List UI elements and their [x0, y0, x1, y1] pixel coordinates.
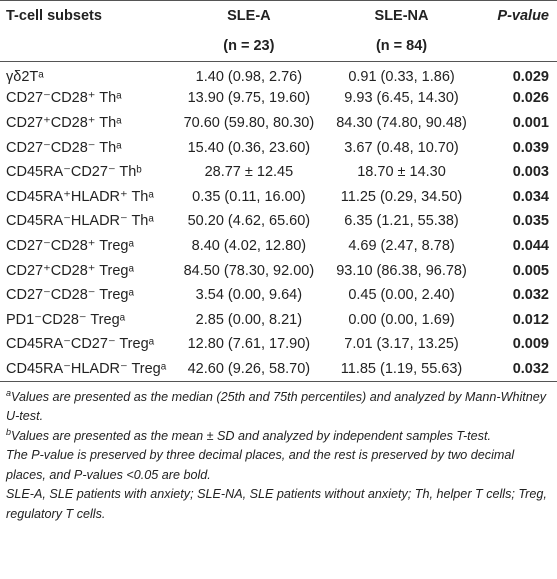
- table-row: CD45RA⁺HLADR⁺ Thᵃ 0.35 (0.11, 16.00) 11.25…: [0, 184, 557, 209]
- table-cell: 0.029: [512, 69, 549, 86]
- header-cell: SLE-A: [227, 8, 271, 24]
- table-cell: CD45RA⁻HLADR⁻ Thᵃ: [6, 213, 154, 230]
- table-cell: 28.77 ± 12.45: [204, 164, 294, 181]
- table-cell: 3.67 (0.48, 10.70): [344, 139, 459, 156]
- table-cell: 7.01 (3.17, 13.25): [344, 336, 459, 353]
- table-cell: 0.035: [512, 213, 549, 230]
- table-cell: 11.85 (1.19, 55.63): [340, 360, 463, 377]
- table-cell: 0.91 (0.33, 1.86): [348, 69, 455, 86]
- table-row: CD27⁻CD28⁻ Tregᵃ 3.54 (0.00, 9.64) 0.45 (0…: [0, 283, 557, 308]
- table-cell: 0.044: [512, 237, 549, 254]
- table-cell: 70.60 (59.80, 80.30): [183, 114, 315, 131]
- table-cell: 0.026: [512, 90, 549, 107]
- table-cell: γδ2Tᵃ: [6, 69, 44, 86]
- table-cell: CD45RA⁻CD27⁻ Tregᵃ: [6, 336, 155, 353]
- table-cell: 4.69 (2.47, 8.78): [348, 237, 455, 254]
- footnote-marker: a: [6, 387, 12, 398]
- footnote-marker: b: [6, 426, 12, 437]
- table-cell: 9.93 (6.45, 14.30): [344, 90, 459, 107]
- footnote: bValues are presented as the mean ± SD a…: [6, 427, 551, 447]
- table-cell: 2.85 (0.00, 8.21): [195, 311, 303, 328]
- table-cell: CD45RA⁻CD27⁻ Thᵇ: [6, 164, 142, 181]
- table-cell: 50.20 (4.62, 65.60): [187, 213, 311, 230]
- footnote: SLE-A, SLE patients with anxiety; SLE-NA…: [6, 485, 551, 524]
- header-cell: P-value: [497, 8, 549, 24]
- table-cell: 0.034: [512, 188, 549, 205]
- table-row: γδ2Tᵃ 1.40 (0.98, 2.76) 0.91 (0.33, 1.86) 0…: [0, 62, 557, 87]
- table-cell: 18.70 ± 14.30: [357, 164, 446, 181]
- table-cell: 0.032: [512, 360, 549, 377]
- header-row: T-cell subsets SLE-A SLE-NA P-value: [0, 1, 557, 32]
- table-cell: 1.40 (0.98, 2.76): [195, 69, 303, 86]
- table-row: CD45RA⁻HLADR⁻ Thᵃ 50.20 (4.62, 65.60) 6.35…: [0, 209, 557, 234]
- table-cell: 93.10 (86.38, 96.78): [336, 262, 467, 279]
- table-row: CD27⁺CD28⁺ Tregᵃ 84.50 (78.30, 92.00) 93.1…: [0, 258, 557, 283]
- table-cell: 0.012: [512, 311, 549, 328]
- header-cell: T-cell subsets: [6, 8, 102, 24]
- footnotes: aValues are presented as the median (25t…: [0, 382, 557, 525]
- header-cell: [0, 31, 170, 62]
- table-cell: 84.30 (74.80, 90.48): [336, 114, 467, 131]
- table-cell: 0.032: [512, 287, 549, 304]
- table-cell: 0.039: [512, 139, 549, 156]
- footnote-text: Values are presented as the mean ± SD an…: [11, 428, 491, 443]
- header-row: (n = 23) (n = 84): [0, 31, 557, 62]
- table-cell: 0.35 (0.11, 16.00): [192, 188, 306, 205]
- table-cell: CD45RA⁺HLADR⁺ Thᵃ: [6, 188, 154, 205]
- table-cell: 15.40 (0.36, 23.60): [187, 139, 311, 156]
- table-cell: PD1⁻CD28⁻ Tregᵃ: [6, 311, 126, 328]
- table-cell: CD27⁻CD28⁻ Thᵃ: [6, 139, 122, 156]
- footnote-text: Values are presented as the median (25th…: [6, 389, 547, 424]
- table-cell: 13.90 (9.75, 19.60): [187, 90, 311, 107]
- footnote-text: SLE-A, SLE patients with anxiety; SLE-NA…: [6, 487, 547, 521]
- table-cell: CD27⁻CD28⁺ Tregᵃ: [6, 237, 134, 254]
- header-cell: (n = 84): [375, 38, 428, 54]
- table-cell: 0.009: [512, 336, 549, 353]
- footnote-text: The P-value is preserved by three decima…: [6, 448, 515, 482]
- header-cell: (n = 23): [223, 38, 275, 54]
- table-row: PD1⁻CD28⁻ Tregᵃ 2.85 (0.00, 8.21) 0.00 (0.…: [0, 307, 557, 332]
- table-body: γδ2Tᵃ 1.40 (0.98, 2.76) 0.91 (0.33, 1.86) 0…: [0, 62, 557, 382]
- table-cell: CD45RA⁻HLADR⁻ Tregᵃ: [6, 360, 167, 377]
- footnote: The P-value is preserved by three decima…: [6, 446, 551, 485]
- table: T-cell subsets SLE-A SLE-NA P-value (n =…: [0, 0, 557, 382]
- table-row: CD27⁻CD28⁻ Thᵃ 15.40 (0.36, 23.60) 3.67 (0…: [0, 135, 557, 160]
- table-header: T-cell subsets SLE-A SLE-NA P-value (n =…: [0, 0, 557, 62]
- table-row: CD27⁺CD28⁺ Thᵃ 70.60 (59.80, 80.30) 84.30 …: [0, 111, 557, 136]
- table-cell: 6.35 (1.21, 55.38): [344, 213, 459, 230]
- header-cell: [475, 31, 557, 62]
- table-cell: 8.40 (4.02, 12.80): [191, 237, 307, 254]
- footnote: aValues are presented as the median (25t…: [6, 388, 551, 427]
- table-cell: CD27⁻CD28⁻ Tregᵃ: [6, 287, 134, 304]
- table-cell: 0.00 (0.00, 1.69): [348, 311, 455, 328]
- table-row: CD45RA⁻CD27⁻ Thᵇ 28.77 ± 12.45 18.70 ± 14.…: [0, 160, 557, 185]
- table-cell: 0.003: [512, 164, 549, 181]
- table-cell: 0.45 (0.00, 2.40): [348, 287, 455, 304]
- table-cell: 3.54 (0.00, 9.64): [195, 287, 303, 304]
- table-row: CD45RA⁻HLADR⁻ Tregᵃ 42.60 (9.26, 58.70) 11…: [0, 357, 557, 382]
- table-cell: 0.001: [512, 114, 549, 131]
- table-cell: 42.60 (9.26, 58.70): [187, 360, 311, 377]
- table-cell: 0.005: [512, 262, 549, 279]
- table-row: CD45RA⁻CD27⁻ Tregᵃ 12.80 (7.61, 17.90) 7.0…: [0, 332, 557, 357]
- table-row: CD27⁻CD28⁺ Tregᵃ 8.40 (4.02, 12.80) 4.69 (…: [0, 234, 557, 259]
- table-cell: CD27⁻CD28⁺ Thᵃ: [6, 90, 122, 107]
- table-row: CD27⁻CD28⁺ Thᵃ 13.90 (9.75, 19.60) 9.93 (6…: [0, 86, 557, 111]
- table-cell: 84.50 (78.30, 92.00): [183, 262, 315, 279]
- table-cell: 11.25 (0.29, 34.50): [340, 188, 463, 205]
- table-cell: CD27⁺CD28⁺ Tregᵃ: [6, 262, 134, 279]
- header-cell: SLE-NA: [374, 8, 429, 24]
- table-cell: 12.80 (7.61, 17.90): [187, 336, 311, 353]
- table-cell: CD27⁺CD28⁺ Thᵃ: [6, 114, 122, 131]
